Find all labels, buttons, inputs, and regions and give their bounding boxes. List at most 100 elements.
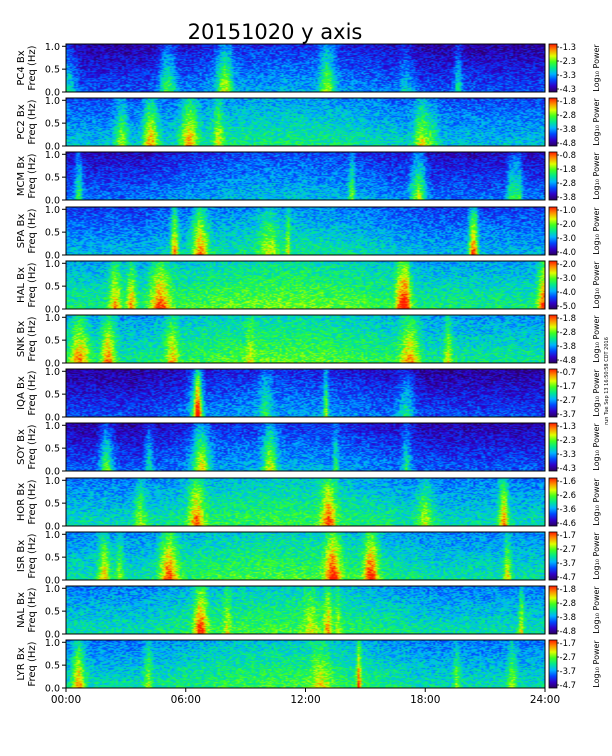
panel-nal: 0.0 0.5 1.0 NAL BxFreq (Hz) -1.8 -2.8 -3.8 -4.8… (16, 584, 601, 641)
colorbar (548, 639, 558, 689)
panel-ylabel-line: Freq (Hz) (27, 316, 38, 361)
panel-lyr: 0.0 0.5 1.0 LYR BxFreq (Hz) -1.7 -2.7 -3.7 -4.7… (16, 638, 601, 695)
panel-ylabel: PC4 BxFreq (Hz) (16, 45, 38, 90)
colorbar-tick-label: -2.0 (560, 260, 577, 270)
spectrogram-image (66, 532, 545, 580)
panel-ylabel: MCM BxFreq (Hz) (16, 153, 38, 198)
colorbar-label: Log₁₀ Power (592, 152, 601, 200)
y-tick-label: 1.0 (45, 313, 60, 324)
panel-pc4: 0.0 0.5 1.0 PC4 BxFreq (Hz) -1.3 -2.3 -3.3 -4.3… (16, 42, 601, 99)
spectrogram-image (66, 369, 545, 417)
y-tick-label: 0.0 (45, 630, 60, 641)
panel-ylabel: ISR BxFreq (Hz) (16, 533, 38, 578)
y-tick-label: 0.5 (45, 173, 60, 184)
colorbar-tick-label: -3.3 (560, 450, 577, 460)
time-axis: 00:00 06:00 12:00 18:00 24:00 (51, 688, 560, 706)
panel-spa: 0.0 0.5 1.0 SPA BxFreq (Hz) -1.0 -2.0 -3.0 -4.0… (16, 205, 601, 262)
panel-frame (65, 97, 546, 147)
x-tick-label: 00:00 (51, 694, 81, 706)
colorbar-tick-label: -3.7 (560, 667, 577, 677)
colorbar-tick-label: -2.6 (560, 491, 577, 501)
colorbar-tick-label: -2.7 (560, 653, 577, 663)
colorbar-tick-label: -2.3 (560, 57, 577, 67)
y-tick-label: 1.0 (45, 259, 60, 270)
panel-ylabel-line: Freq (Hz) (27, 262, 38, 307)
colorbar (548, 531, 558, 581)
x-tick-label: 24:00 (530, 694, 560, 706)
y-tick-label: 1.0 (45, 96, 60, 107)
colorbar-tick-label: -1.7 (560, 639, 577, 649)
y-tick-label: 0.0 (45, 684, 60, 695)
colorbar-tick-label: -1.0 (560, 206, 577, 216)
colorbar-tick-label: -2.7 (560, 545, 577, 555)
panel-hal: 0.0 0.5 1.0 HAL BxFreq (Hz) -2.0 -3.0 -4.0 -5.0… (16, 259, 601, 316)
y-tick-label: 0.5 (45, 228, 60, 239)
y-tick-label: 0.5 (45, 336, 60, 347)
colorbar-tick-label: -4.6 (560, 519, 577, 529)
y-tick-label: 0.5 (45, 390, 60, 401)
x-tick-label: 06:00 (171, 694, 201, 706)
colorbar-tick-label: -1.6 (560, 477, 577, 487)
panel-ylabel: NAL BxFreq (Hz) (16, 587, 38, 632)
y-tick-label: 0.0 (45, 305, 60, 316)
panel-frame (65, 585, 546, 635)
y-tick-label: 1.0 (45, 421, 60, 432)
colorbar-label: Log₁₀ Power (592, 261, 601, 309)
colorbar-tick-label: -2.8 (560, 111, 577, 121)
y-tick-label: 0.0 (45, 142, 60, 153)
colorbar-tick-label: -3.8 (560, 193, 577, 203)
panel-soy: 0.0 0.5 1.0 SOY BxFreq (Hz) -1.3 -2.3 -3.3 -4.3… (16, 421, 601, 478)
figure-title: 20151020 y axis (188, 20, 363, 44)
panel-ylabel-line: Freq (Hz) (27, 370, 38, 415)
y-tick-label: 0.5 (45, 499, 60, 510)
colorbar (548, 260, 558, 310)
colorbar-tick-label: -2.8 (560, 599, 577, 609)
spectrogram-image (66, 152, 545, 200)
spectrogram-image (66, 586, 545, 634)
panel-ylabel-line: Freq (Hz) (27, 99, 38, 144)
colorbar-label: Log₁₀ Power (592, 478, 601, 526)
colorbar (548, 585, 558, 635)
panel-ylabel-line: HAL Bx (16, 267, 27, 303)
colorbar-tick-label: -4.7 (560, 681, 577, 691)
y-tick-label: 0.0 (45, 522, 60, 533)
y-tick-label: 1.0 (45, 638, 60, 649)
y-tick-label: 0.5 (45, 282, 60, 293)
y-tick-label: 0.5 (45, 119, 60, 130)
spectrogram-image (66, 44, 545, 92)
spectrogram-image (66, 261, 545, 309)
panel-ylabel-line: Freq (Hz) (27, 641, 38, 686)
panel-ylabel: LYR BxFreq (Hz) (16, 641, 38, 686)
colorbar-tick-label: -4.8 (560, 139, 577, 149)
colorbar-tick-label: -0.7 (560, 368, 577, 378)
panel-ylabel: SOY BxFreq (Hz) (16, 424, 38, 469)
panel-ylabel-line: SNK Bx (16, 321, 27, 357)
panel-ylabel-line: Freq (Hz) (27, 479, 38, 524)
panel-ylabel-line: Freq (Hz) (27, 587, 38, 632)
panel-frame (65, 314, 546, 364)
panel-hor: 0.0 0.5 1.0 HOR BxFreq (Hz) -1.6 -2.6 -3.6 -4.6… (16, 476, 601, 533)
panel-pc2: 0.0 0.5 1.0 PC2 BxFreq (Hz) -1.8 -2.8 -3.8 -4.8… (16, 96, 601, 153)
panel-ylabel: HAL BxFreq (Hz) (16, 262, 38, 307)
spectrogram-image (66, 207, 545, 255)
y-tick-label: 0.0 (45, 359, 60, 370)
colorbar-tick-label: -1.8 (560, 314, 577, 324)
panel-ylabel: IQA BxFreq (Hz) (16, 370, 38, 415)
panel-ylabel: SNK BxFreq (Hz) (16, 316, 38, 361)
colorbar-label: Log₁₀ Power (592, 423, 601, 471)
colorbar-tick-label: -1.8 (560, 585, 577, 595)
panel-ylabel-line: LYR Bx (16, 647, 27, 680)
panel-ylabel-line: Freq (Hz) (27, 533, 38, 578)
panel-ylabel-line: Freq (Hz) (27, 424, 38, 469)
x-tick-label: 18:00 (410, 694, 440, 706)
panel-frame (65, 206, 546, 256)
colorbar-tick-label: -4.3 (560, 464, 577, 474)
y-tick-label: 0.0 (45, 576, 60, 587)
colorbar-tick-label: -0.8 (560, 151, 577, 161)
y-tick-label: 1.0 (45, 367, 60, 378)
spectrogram-image (66, 478, 545, 526)
y-tick-label: 0.0 (45, 196, 60, 207)
panel-ylabel-line: IQA Bx (16, 376, 27, 410)
colorbar-tick-label: -1.7 (560, 382, 577, 392)
